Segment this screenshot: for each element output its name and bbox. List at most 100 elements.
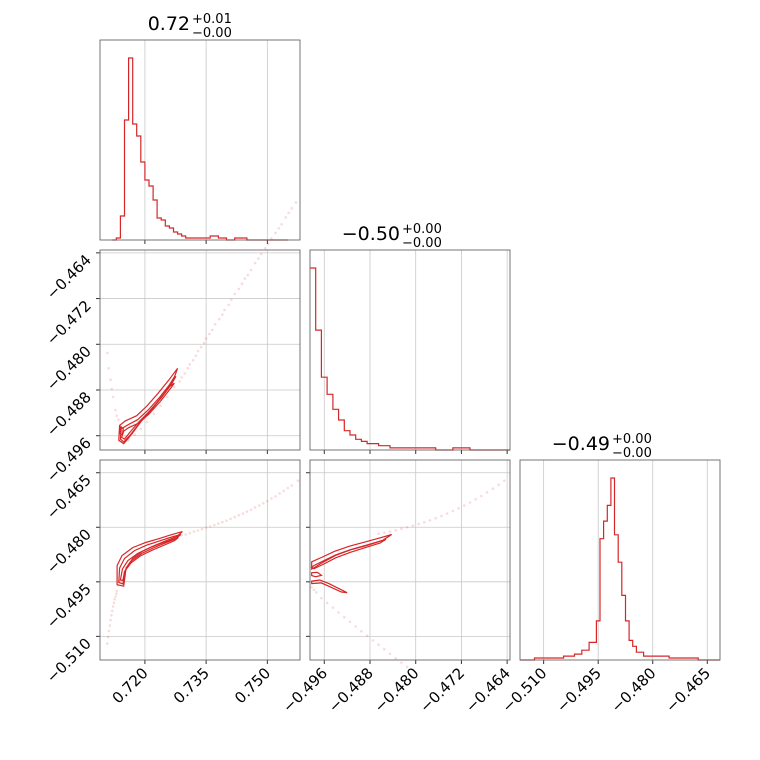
histogram-line-0 [112,57,288,241]
y-tick-label: −0.495 [43,580,95,632]
sample-point [115,589,118,593]
sample-point [178,380,181,383]
sample-point [337,611,340,614]
sample-point [109,378,112,382]
sample-point [266,499,269,503]
contour-level [118,425,124,436]
data-layer [106,57,720,669]
sample-point [360,630,363,633]
contour-level [310,538,387,570]
sample-point [290,207,294,210]
sample-point [296,479,300,483]
sample-point [237,514,241,517]
sample-point [227,303,230,307]
sample-point [188,531,192,535]
y-tick-label: −0.472 [43,297,95,349]
x-tick-label: −0.488 [325,664,377,716]
sample-point [445,512,449,515]
sample-point [213,323,217,326]
sample-point [159,404,162,408]
panel-frame [99,249,301,451]
sample-point [411,524,415,528]
panel-frame [309,459,511,661]
sample-point [491,487,495,491]
sample-point [166,395,169,399]
sample-point [139,427,143,431]
x-tick-label: −0.472 [416,664,468,716]
sample-point [106,642,109,645]
sample-point [348,620,352,624]
sample-point [451,509,455,513]
sample-point [191,359,195,362]
sample-point [110,609,114,613]
sample-point [315,591,318,594]
sample-point [310,586,314,589]
text-layer: 0.72 +0.01−0.00−0.50 +0.00−0.00−0.49 +0.00−… [43,12,714,716]
param-err-plus-2: +0.00 [612,432,652,447]
sample-point [217,522,220,525]
sample-point [202,341,206,345]
sample-point [133,433,136,436]
sample-point [290,484,294,487]
sample-point [112,601,116,605]
sample-point [109,618,112,622]
contour-level [119,375,177,443]
sample-point [108,624,112,627]
sample-point [480,494,483,498]
sample-point [223,308,226,312]
sample-point [377,532,380,536]
sample-point [257,504,261,507]
sample-point [241,512,245,515]
sample-point [278,492,281,495]
sample-point [286,486,290,490]
sample-point [280,223,283,226]
sample-point [331,606,335,609]
sample-point [204,526,208,529]
sample-point [383,647,386,651]
sample-point [117,418,120,422]
sample-point [320,596,323,600]
sample-point [192,530,196,533]
sample-point [208,332,211,336]
sample-point [405,665,409,669]
sample-point [371,639,375,642]
sample-point [264,247,267,250]
sample-point [230,298,233,302]
sample-point [194,354,198,358]
sample-point [213,523,216,527]
sample-point [111,395,115,399]
frame-layer [96,39,721,664]
contour-level [311,579,348,594]
x-tick-label: −0.480 [608,664,660,716]
sample-point [196,349,200,353]
sample-point [208,525,212,528]
sample-point [428,519,432,522]
sample-point [434,516,438,520]
sample-point [284,216,288,219]
x-tick-label: 0.750 [231,664,274,707]
sample-point [457,507,460,510]
sample-point [173,385,176,389]
sample-point [246,273,250,277]
histogram-frame-1 [309,249,511,451]
sample-point [270,497,273,500]
sample-point [365,634,369,637]
sample-point [110,387,114,391]
param-err-minus-1: −0.00 [402,236,442,251]
sample-point [417,522,420,526]
x-tick-label: −0.480 [371,664,423,716]
y-tick-label: −0.488 [43,388,95,440]
sample-point [145,420,149,424]
x-tick-label: −0.496 [279,664,331,716]
sample-point [221,520,224,524]
sample-point [463,504,466,507]
sample-point [262,502,265,505]
sample-point [468,501,472,504]
sample-point [210,328,214,332]
sample-point [107,629,111,633]
param-title-1: −0.50 [342,223,400,245]
sample-point [152,412,156,416]
sample-point [245,510,249,513]
x-tick-label: 0.735 [170,664,213,707]
sample-point [253,506,257,509]
